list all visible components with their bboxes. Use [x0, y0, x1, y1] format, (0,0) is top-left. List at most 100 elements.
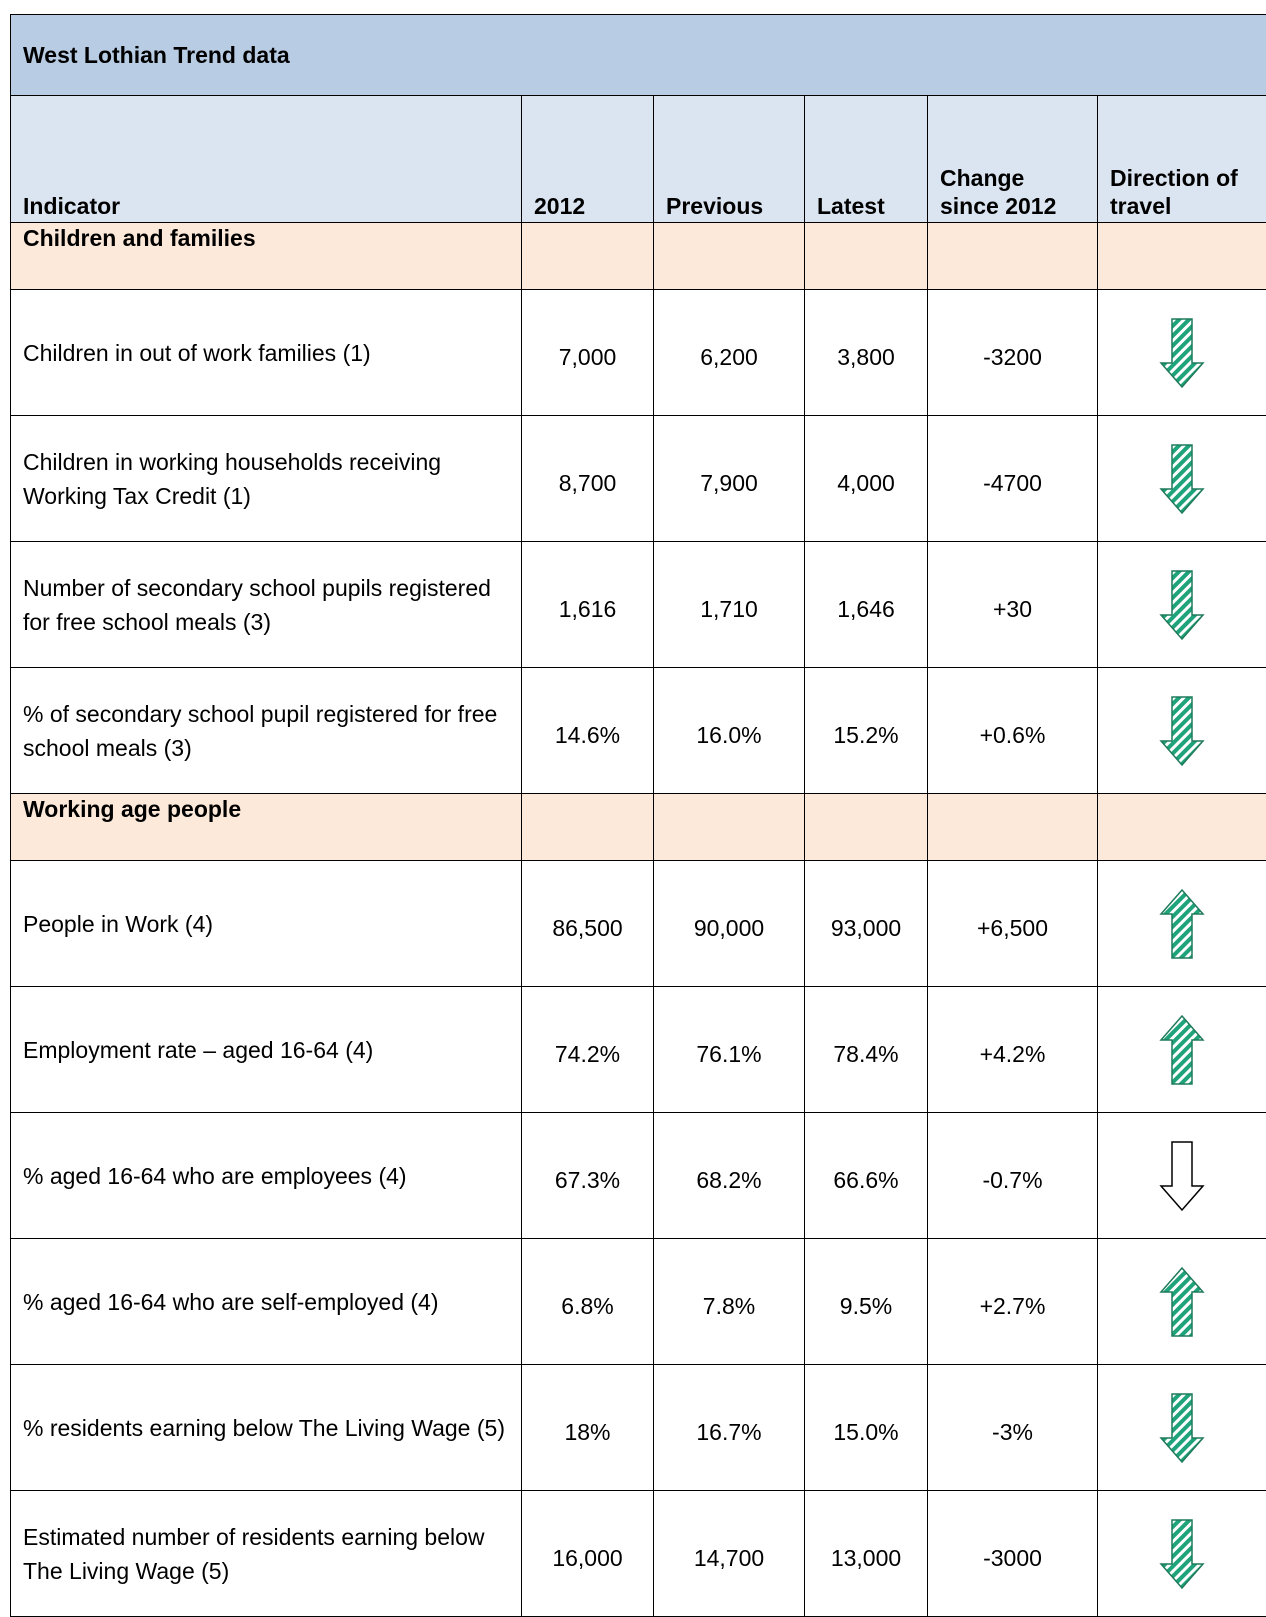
value-cell: +30	[928, 542, 1098, 668]
column-header: 2012	[522, 96, 654, 223]
column-header: Indicator	[11, 96, 522, 223]
data-row: Estimated number of residents earning be…	[11, 1491, 1266, 1617]
value-cell: 1,646	[805, 542, 928, 668]
section-cell	[928, 223, 1098, 290]
indicator: % aged 16-64 who are self-employed (4)	[11, 1239, 522, 1365]
column-header: Latest	[805, 96, 928, 223]
arrow-shape	[1161, 445, 1203, 513]
value-cell: 16.7%	[654, 1365, 805, 1491]
value-cell: 4,000	[805, 416, 928, 542]
value-cell: +4.2%	[928, 987, 1098, 1113]
direction-cell	[1098, 1491, 1266, 1617]
section-cell	[522, 794, 654, 861]
indicator: Number of secondary school pupils regist…	[11, 542, 522, 668]
direction-cell	[1098, 668, 1266, 794]
arrow-shape	[1161, 1394, 1203, 1462]
data-row: % of secondary school pupil registered f…	[11, 668, 1266, 794]
section-cell	[654, 794, 805, 861]
value-cell: 68.2%	[654, 1113, 805, 1239]
value-cell: 1,616	[522, 542, 654, 668]
direction-arrow	[1159, 888, 1205, 960]
data-row: % aged 16-64 who are employees (4)67.3%6…	[11, 1113, 1266, 1239]
direction-cell	[1098, 416, 1266, 542]
value-cell: 18%	[522, 1365, 654, 1491]
section-row: Children and families	[11, 223, 1266, 290]
value-cell: 14,700	[654, 1491, 805, 1617]
direction-cell	[1098, 1113, 1266, 1239]
section-cell	[928, 794, 1098, 861]
value-cell: 16.0%	[654, 668, 805, 794]
value-cell: -3200	[928, 290, 1098, 416]
data-row: Children in out of work families (1)7,00…	[11, 290, 1266, 416]
value-cell: 78.4%	[805, 987, 928, 1113]
value-cell: -0.7%	[928, 1113, 1098, 1239]
direction-cell	[1098, 1239, 1266, 1365]
value-cell: +0.6%	[928, 668, 1098, 794]
data-row: Children in working households receiving…	[11, 416, 1266, 542]
arrow-shape	[1161, 1142, 1203, 1210]
value-cell: 74.2%	[522, 987, 654, 1113]
value-cell: 15.2%	[805, 668, 928, 794]
direction-cell	[1098, 290, 1266, 416]
value-cell: 7,000	[522, 290, 654, 416]
indicator: % aged 16-64 who are employees (4)	[11, 1113, 522, 1239]
direction-arrow	[1159, 695, 1205, 767]
direction-arrow	[1159, 443, 1205, 515]
value-cell: 7,900	[654, 416, 805, 542]
value-cell: -3000	[928, 1491, 1098, 1617]
column-header: Change since 2012	[928, 96, 1098, 223]
data-row: Employment rate – aged 16-64 (4)74.2%76.…	[11, 987, 1266, 1113]
value-cell: 76.1%	[654, 987, 805, 1113]
value-cell: 14.6%	[522, 668, 654, 794]
value-cell: -3%	[928, 1365, 1098, 1491]
section-cell	[805, 223, 928, 290]
value-cell: 9.5%	[805, 1239, 928, 1365]
value-cell: 6,200	[654, 290, 805, 416]
arrow-shape	[1161, 1016, 1203, 1084]
value-cell: 15.0%	[805, 1365, 928, 1491]
direction-cell	[1098, 861, 1266, 987]
indicator: Employment rate – aged 16-64 (4)	[11, 987, 522, 1113]
value-cell: 16,000	[522, 1491, 654, 1617]
direction-arrow	[1159, 317, 1205, 389]
section-cell	[1098, 794, 1266, 861]
data-row: % residents earning below The Living Wag…	[11, 1365, 1266, 1491]
arrow-shape	[1161, 1520, 1203, 1588]
value-cell: 93,000	[805, 861, 928, 987]
value-cell: 7.8%	[654, 1239, 805, 1365]
direction-arrow	[1159, 1392, 1205, 1464]
direction-cell	[1098, 987, 1266, 1113]
direction-arrow	[1159, 569, 1205, 641]
section-cell	[654, 223, 805, 290]
direction-arrow	[1159, 1266, 1205, 1338]
section-cell	[1098, 223, 1266, 290]
column-header: Previous	[654, 96, 805, 223]
value-cell: +6,500	[928, 861, 1098, 987]
direction-cell	[1098, 542, 1266, 668]
section-cell	[805, 794, 928, 861]
indicator: Children in working households receiving…	[11, 416, 522, 542]
value-cell: 67.3%	[522, 1113, 654, 1239]
value-cell: 86,500	[522, 861, 654, 987]
direction-arrow	[1159, 1518, 1205, 1590]
section-name: Working age people	[11, 794, 522, 861]
value-cell: 90,000	[654, 861, 805, 987]
value-cell: -4700	[928, 416, 1098, 542]
value-cell: 8,700	[522, 416, 654, 542]
indicator: % residents earning below The Living Wag…	[11, 1365, 522, 1491]
arrow-shape	[1161, 571, 1203, 639]
direction-arrow	[1159, 1140, 1205, 1212]
indicator: People in Work (4)	[11, 861, 522, 987]
direction-arrow	[1159, 1014, 1205, 1086]
arrow-shape	[1161, 319, 1203, 387]
column-header: Direction of travel	[1098, 96, 1266, 223]
section-cell	[522, 223, 654, 290]
value-cell: 3,800	[805, 290, 928, 416]
value-cell: +2.7%	[928, 1239, 1098, 1365]
arrow-shape	[1161, 697, 1203, 765]
